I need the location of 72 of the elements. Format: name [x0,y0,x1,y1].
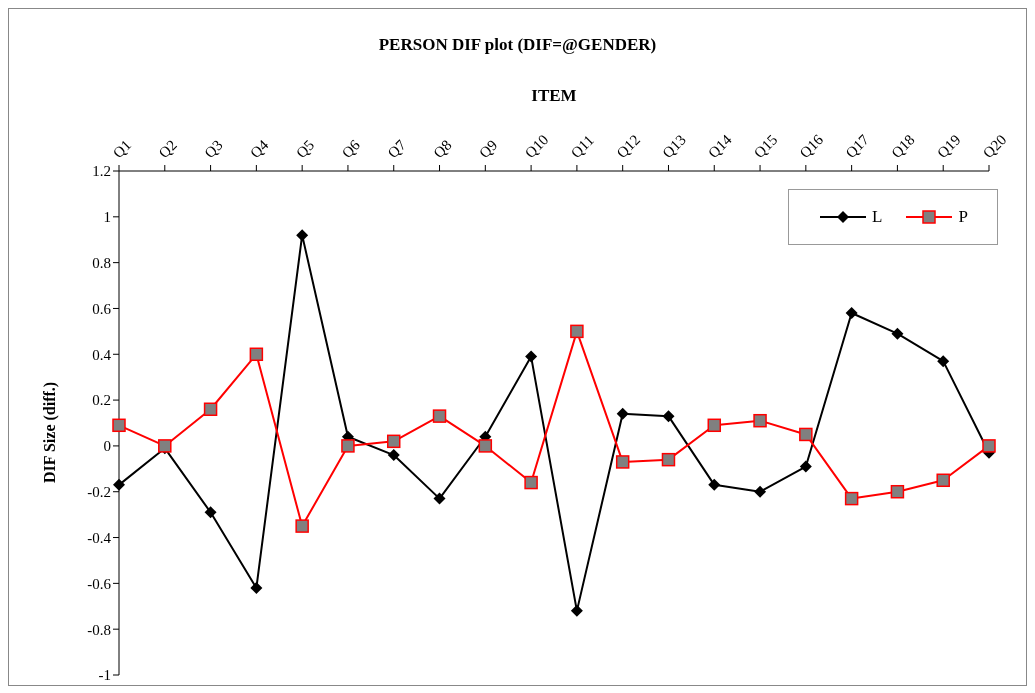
x-tick-label: Q19 [934,131,964,162]
point [570,324,584,339]
x-tick-label: Q4 [247,136,272,162]
x-tick-label: Q15 [750,131,781,162]
point [936,473,950,488]
point [478,439,493,453]
point [845,307,858,320]
y-tick-label: 1.2 [92,163,111,180]
y-tick-label: 0.4 [92,346,112,363]
point [525,350,538,363]
y-tick-label: 0 [103,438,111,455]
y-axis-title: DIF Size (diff.) [40,381,59,483]
x-tick-label: Q20 [979,131,1010,162]
y-tick-label: -0.6 [87,575,112,592]
legend-label: L [872,207,883,227]
point [570,604,583,617]
y-tick-label: 0.8 [92,254,111,271]
y-tick-label: -0.8 [87,621,111,638]
x-tick-label: Q16 [796,131,827,162]
x-tick-label: Q9 [476,136,501,162]
point [524,475,538,490]
x-tick-label: Q3 [201,136,226,162]
x-tick-label: Q13 [659,131,689,162]
point [662,410,675,423]
y-tick-label: 0.6 [92,300,112,317]
point [616,407,629,420]
point [386,434,401,449]
legend-label: P [958,207,968,227]
y-tick-label: 1 [103,209,111,226]
point [661,452,676,467]
y-tick-label: -0.4 [87,529,112,546]
point [707,418,722,433]
x-tick-label: Q8 [430,136,455,162]
point [615,455,630,469]
point [387,449,400,462]
point [432,409,447,423]
point [341,439,355,453]
chart-title: PERSON DIF plot (DIF=@GENDER) [377,35,658,55]
x-tick-label: Q5 [292,136,318,162]
x-tick-label: Q12 [613,131,644,162]
point [799,460,812,473]
point [982,439,996,453]
x-tick-label: Q17 [842,131,873,162]
point [203,402,218,417]
point [112,418,126,433]
y-tick-label: -0.2 [87,484,111,501]
point [204,506,217,519]
x-tick-label: Q2 [155,136,180,162]
point [890,484,905,499]
x-tick-label: Q10 [521,131,552,162]
point [113,478,125,491]
x-tick-label: Q6 [338,136,364,162]
x-tick-label: Q7 [384,136,410,162]
y-tick-label: -1 [98,667,111,684]
point [708,478,721,491]
point [754,485,767,498]
x-tick-label: Q1 [109,136,135,162]
point [295,519,309,533]
x-tick-label: Q14 [705,131,735,162]
x-axis-title: ITEM [531,86,577,105]
x-tick-label: Q11 [567,131,597,162]
point [799,427,813,442]
y-tick-label: 0.2 [92,392,111,409]
point [937,355,950,368]
point [296,229,309,242]
point [249,347,264,362]
point [753,413,767,428]
point [844,491,859,506]
point [891,327,904,340]
point [433,492,446,505]
x-tick-label: Q18 [888,131,918,162]
point [250,581,263,594]
